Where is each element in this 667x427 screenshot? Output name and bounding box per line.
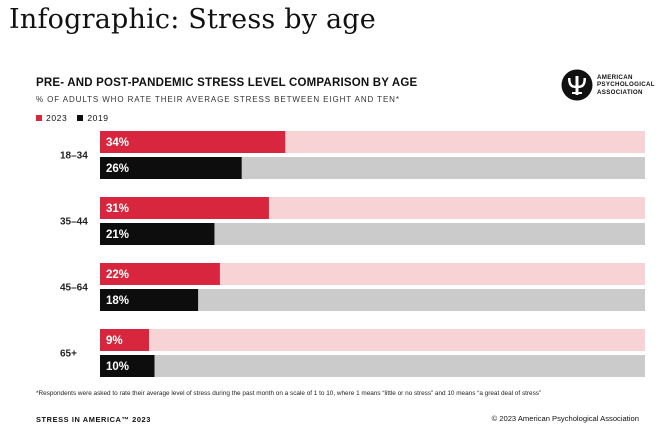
bar-label-2019-3: 18% — [106, 295, 129, 307]
legend-item-2023: 2023 — [36, 113, 67, 123]
bar-2023-3 — [100, 263, 220, 285]
logo-line-1: AMERICAN — [597, 74, 633, 81]
bar-label-2023-4: 9% — [106, 335, 123, 347]
logo-wordmark: AMERICAN PSYCHOLOGICAL ASSOCIATION — [597, 74, 655, 96]
footer-copyright: © 2023 American Psychological Associatio… — [491, 414, 639, 423]
bar-2019-3 — [100, 289, 199, 311]
footnote: *Respondents were asked to rate their av… — [36, 390, 542, 397]
bar-track-2019 — [100, 355, 645, 377]
bar-2023-4 — [100, 329, 150, 351]
chart-title: PRE- AND POST-PANDEMIC STRESS LEVEL COMP… — [36, 77, 418, 89]
bar-2019-2 — [100, 223, 215, 245]
category-label-4: 65+ — [60, 349, 77, 360]
chart-subtitle: % OF ADULTS WHO RATE THEIR AVERAGE STRES… — [36, 95, 400, 104]
bar-track-2019 — [100, 223, 645, 245]
bar-2023-1 — [100, 131, 286, 153]
legend: 2023 2019 — [36, 113, 109, 123]
bar-label-2019-1: 26% — [106, 163, 129, 175]
bar-label-2023-3: 22% — [106, 269, 129, 281]
bar-label-2023-2: 31% — [106, 203, 129, 215]
bar-track-2019 — [100, 289, 645, 311]
legend-item-2019: 2019 — [77, 113, 108, 123]
logo-line-2: PSYCHOLOGICAL — [597, 81, 655, 89]
bar-2019-1 — [100, 157, 242, 179]
bar-2019-4 — [100, 355, 155, 377]
page-title: Infographic: Stress by age — [9, 4, 376, 35]
category-label-1: 18–34 — [60, 151, 88, 162]
bar-track-2023 — [100, 329, 645, 351]
apa-logo: AMERICAN PSYCHOLOGICAL ASSOCIATION — [561, 69, 655, 103]
bar-2023-2 — [100, 197, 269, 219]
logo-line-3: ASSOCIATION — [597, 88, 643, 96]
bar-track-2023 — [100, 263, 645, 285]
bar-label-2023-1: 34% — [106, 137, 129, 149]
legend-swatch-2019 — [77, 115, 84, 121]
footer-publication: STRESS IN AMERICA™ 2023 — [36, 415, 151, 424]
legend-label-2019: 2019 — [87, 113, 109, 123]
legend-label-2023: 2023 — [46, 113, 68, 123]
legend-swatch-2023 — [36, 115, 42, 121]
category-label-3: 45–64 — [60, 283, 88, 294]
bar-label-2019-2: 21% — [106, 229, 129, 241]
psi-logo-icon — [561, 69, 593, 101]
category-label-2: 35–44 — [60, 217, 88, 228]
bar-label-2019-4: 10% — [106, 361, 129, 373]
